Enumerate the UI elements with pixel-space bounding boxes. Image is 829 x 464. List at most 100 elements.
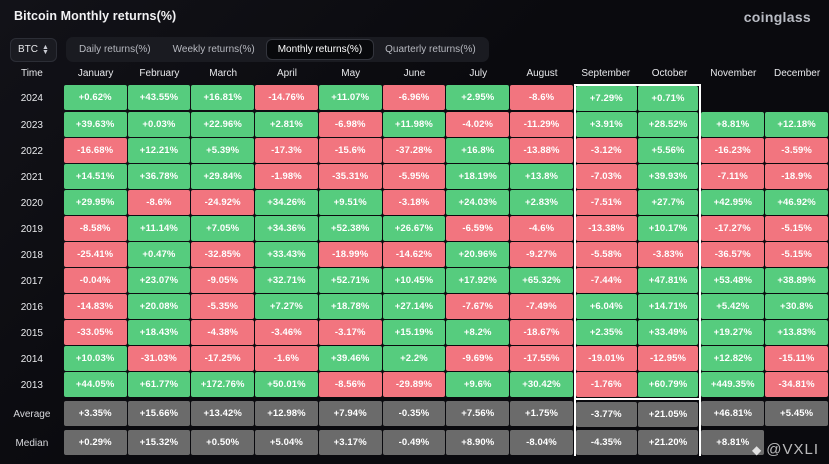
table-cell: +5.42% bbox=[701, 294, 765, 320]
column-header-time: Time bbox=[20, 67, 43, 79]
table-cell: +36.78% bbox=[127, 164, 192, 190]
return-cell: -6.98% bbox=[318, 112, 382, 137]
table-cell: -4.02% bbox=[446, 112, 510, 138]
returns-period-tabs: Daily returns(%) Weekly returns(%) Monthly… bbox=[65, 37, 489, 62]
return-cell: -9.05% bbox=[191, 268, 255, 293]
table-cell: +11.07% bbox=[318, 84, 383, 112]
column-header-december: December bbox=[774, 67, 821, 79]
up-down-stepper-icon: ▲ ▼ bbox=[42, 43, 49, 56]
table-cell: -0.49% bbox=[382, 428, 447, 456]
table-cell: +0.47% bbox=[127, 242, 192, 268]
row-label-year: 2019 bbox=[20, 223, 43, 235]
return-cell: -0.04% bbox=[63, 268, 127, 293]
table-cell: -7.44% bbox=[573, 268, 638, 294]
return-cell: +5.04% bbox=[255, 430, 318, 455]
table-cell: +12.98% bbox=[255, 398, 319, 428]
return-cell: -24.92% bbox=[191, 190, 255, 215]
return-cell: +18.78% bbox=[318, 294, 382, 319]
return-cell: -17.55% bbox=[510, 346, 573, 371]
return-cell: +10.03% bbox=[63, 346, 127, 371]
row-label-year: 2016 bbox=[20, 301, 43, 313]
table-cell: -13.88% bbox=[510, 138, 574, 164]
table-cell: +27.14% bbox=[382, 294, 447, 320]
return-cell: +61.77% bbox=[127, 372, 191, 397]
return-cell: +5.39% bbox=[191, 138, 255, 163]
table-cell: -5.15% bbox=[765, 242, 829, 268]
table-cell: +17.92% bbox=[446, 268, 510, 294]
table-cell: -3.12% bbox=[573, 138, 638, 164]
return-cell: +21.05% bbox=[637, 402, 699, 427]
table-cell: +33.43% bbox=[255, 242, 319, 268]
table-cell: +22.96% bbox=[191, 112, 255, 138]
column-header-june: June bbox=[403, 67, 426, 79]
return-cell: +20.96% bbox=[446, 242, 510, 267]
tab-monthly-returns[interactable]: Monthly returns(%) bbox=[265, 39, 375, 60]
row-label-median: Median bbox=[15, 437, 49, 449]
table-cell: +13.42% bbox=[191, 398, 255, 428]
return-cell: -33.05% bbox=[63, 320, 127, 345]
return-cell bbox=[701, 85, 764, 110]
table-cell: -14.62% bbox=[382, 242, 447, 268]
table-cell: +16.81% bbox=[191, 84, 255, 112]
return-cell: -3.77% bbox=[575, 402, 637, 427]
return-cell: +0.29% bbox=[63, 430, 127, 455]
table-row: 2016 -14.83% +20.08% -5.35% +7.27% +18.78% +27… bbox=[0, 294, 829, 320]
table-cell: +7.27% bbox=[255, 294, 319, 320]
return-cell: +28.52% bbox=[637, 112, 699, 137]
row-label-year: 2023 bbox=[20, 119, 43, 131]
table-cell: +8.90% bbox=[446, 428, 510, 456]
table-cell: +0.50% bbox=[191, 428, 255, 456]
return-cell: +3.91% bbox=[575, 112, 637, 137]
table-cell: +15.32% bbox=[127, 428, 192, 456]
row-label-year: 2015 bbox=[20, 327, 43, 339]
table-row: 2013 +44.05% +61.77% +172.76% +50.01% -8.56% -… bbox=[0, 372, 829, 398]
table-body: 2024 +0.62% +43.55% +16.81% -14.76% +11.07% -6… bbox=[0, 84, 829, 456]
table-cell: +53.48% bbox=[701, 268, 765, 294]
return-cell: -4.38% bbox=[191, 320, 255, 345]
return-cell: +15.66% bbox=[127, 401, 191, 426]
table-cell: +19.27% bbox=[701, 320, 765, 346]
table-cell: +30.8% bbox=[765, 294, 829, 320]
table-cell: +32.71% bbox=[255, 268, 319, 294]
return-cell: +33.49% bbox=[637, 320, 699, 345]
table-cell: +12.18% bbox=[765, 112, 829, 138]
table-cell: -0.04% bbox=[63, 268, 128, 294]
asset-selector[interactable]: BTC ▲ ▼ bbox=[10, 37, 57, 62]
table-cell: -4.35% bbox=[573, 428, 638, 456]
return-cell: -9.69% bbox=[446, 346, 510, 371]
table-cell: -15.6% bbox=[318, 138, 383, 164]
return-cell: +5.42% bbox=[701, 294, 765, 319]
tab-weekly-returns[interactable]: Weekly returns(%) bbox=[172, 44, 255, 55]
asset-selector-label: BTC bbox=[18, 44, 38, 55]
tab-daily-returns[interactable]: Daily returns(%) bbox=[78, 44, 151, 55]
table-cell: +11.98% bbox=[382, 112, 447, 138]
return-cell: -3.18% bbox=[382, 190, 446, 215]
table-cell: +8.2% bbox=[446, 320, 510, 346]
tab-quarterly-returns[interactable]: Quarterly returns(%) bbox=[385, 44, 476, 55]
row-label-year: 2021 bbox=[20, 171, 43, 183]
table-cell: -8.58% bbox=[63, 216, 128, 242]
return-cell: +15.19% bbox=[382, 320, 446, 345]
table-cell: -6.96% bbox=[382, 84, 447, 112]
return-cell: -7.67% bbox=[446, 294, 510, 319]
table-row: 2020 +29.95% -8.6% -24.92% +34.26% +9.51% -3.1… bbox=[0, 190, 829, 216]
return-cell: +12.82% bbox=[701, 346, 765, 371]
table-cell: +46.92% bbox=[765, 190, 829, 216]
return-cell: +21.20% bbox=[637, 430, 699, 455]
table-cell: +5.04% bbox=[255, 428, 319, 456]
return-cell: -18.9% bbox=[765, 164, 828, 189]
table-cell: -17.27% bbox=[701, 216, 765, 242]
table-cell: +26.67% bbox=[382, 216, 447, 242]
table-cell: +39.93% bbox=[637, 164, 702, 190]
return-cell: -15.11% bbox=[765, 346, 828, 371]
row-label-average: Average bbox=[13, 408, 51, 420]
table-cell: -18.9% bbox=[765, 164, 829, 190]
table-cell: -34.81% bbox=[765, 372, 829, 398]
return-cell: +3.17% bbox=[318, 430, 382, 455]
return-cell: +12.21% bbox=[127, 138, 191, 163]
table-cell: +29.84% bbox=[191, 164, 255, 190]
table-cell: +39.63% bbox=[63, 112, 128, 138]
table-cell: +14.71% bbox=[637, 294, 702, 320]
return-cell: +46.81% bbox=[701, 401, 765, 426]
